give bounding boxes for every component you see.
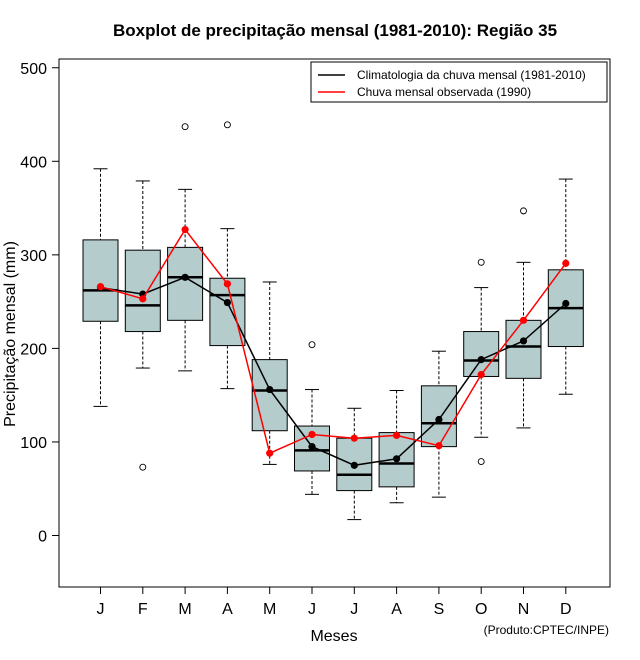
chart-title: Boxplot de precipitação mensal (1981-201… — [113, 21, 557, 40]
climatology-data-point — [519, 337, 528, 345]
x-axis-tick-label: J — [97, 601, 105, 618]
outlier-point — [477, 458, 485, 466]
x-axis-tick-label: A — [391, 601, 402, 618]
x-axis-tick-label: O — [475, 601, 487, 618]
observed-data-point — [393, 431, 401, 440]
observed-data-point — [223, 280, 231, 288]
climatology-data-point — [562, 299, 570, 308]
x-axis-tick-label: A — [222, 601, 233, 618]
plot-area-frame — [58, 58, 611, 588]
outlier-point — [520, 207, 527, 215]
x-axis-tick-label: F — [138, 601, 148, 618]
y-axis-tick-label: 100 — [20, 435, 47, 452]
y-axis-label: Precipitação mensal (mm) — [2, 241, 19, 427]
x-axis-tick-label: S — [434, 601, 445, 618]
product-credit: (Produto:CPTEC/INPE) — [484, 623, 609, 637]
x-axis-tick-label: N — [518, 601, 530, 618]
observed-data-point — [266, 449, 274, 457]
observed-data-point — [350, 434, 358, 442]
observed-data-point — [308, 430, 316, 439]
outlier-point — [477, 258, 485, 266]
legend-frame — [310, 61, 608, 103]
outlier-point — [181, 123, 189, 131]
legend-climatology-label: Climatologia da chuva mensal (1981-2010) — [357, 68, 586, 82]
month-boxplot — [547, 178, 584, 395]
x-axis-tick-label: J — [308, 601, 316, 618]
climatology-data-point — [181, 273, 189, 281]
chart-legend: Climatologia da chuva mensal (1981-2010)… — [310, 61, 608, 103]
outlier-point — [223, 121, 231, 129]
observed-data-point — [519, 316, 528, 324]
month-boxplot — [251, 281, 288, 465]
x-axis-label: Meses — [310, 628, 357, 645]
y-axis-tick-label: 400 — [20, 154, 47, 171]
observed-series-line — [100, 228, 567, 455]
x-axis-tick-label: M — [263, 601, 276, 618]
climatology-data-point — [477, 356, 485, 364]
climatology-data-point — [308, 443, 316, 451]
y-axis-tick-label: 0 — [38, 529, 47, 546]
interquartile-box — [505, 319, 542, 379]
observed-data-point — [477, 370, 485, 379]
interquartile-box — [82, 239, 119, 322]
y-axis-tick-label: 500 — [20, 61, 47, 78]
interquartile-box — [251, 359, 288, 432]
x-axis-tick-label: J — [350, 601, 358, 618]
climatology-data-point — [393, 455, 401, 463]
climatology-data-point — [223, 298, 231, 307]
month-boxplot — [167, 123, 204, 372]
climatology-data-point — [435, 415, 443, 424]
observed-data-point — [181, 225, 189, 234]
month-boxplot — [82, 168, 119, 407]
climatology-series-line — [100, 276, 567, 467]
interquartile-box — [209, 277, 246, 347]
climatology-data-point — [266, 385, 274, 394]
x-axis-tick-label: M — [178, 601, 191, 618]
observed-data-point — [435, 442, 443, 450]
y-axis-tick-label: 300 — [20, 248, 47, 265]
legend-observed-label: Chuva mensal observada (1990) — [357, 85, 531, 99]
observed-data-point — [139, 295, 147, 303]
y-axis-tick-label: 200 — [20, 341, 47, 358]
outlier-point — [308, 341, 316, 349]
month-boxplot — [124, 180, 161, 471]
observed-data-point — [562, 259, 570, 267]
x-axis-tick-label: D — [560, 601, 572, 618]
month-boxplot — [209, 121, 246, 390]
month-boxplot — [294, 341, 330, 495]
observed-data-point — [96, 283, 105, 291]
climatology-data-point — [350, 461, 358, 469]
outlier-point — [139, 463, 147, 471]
